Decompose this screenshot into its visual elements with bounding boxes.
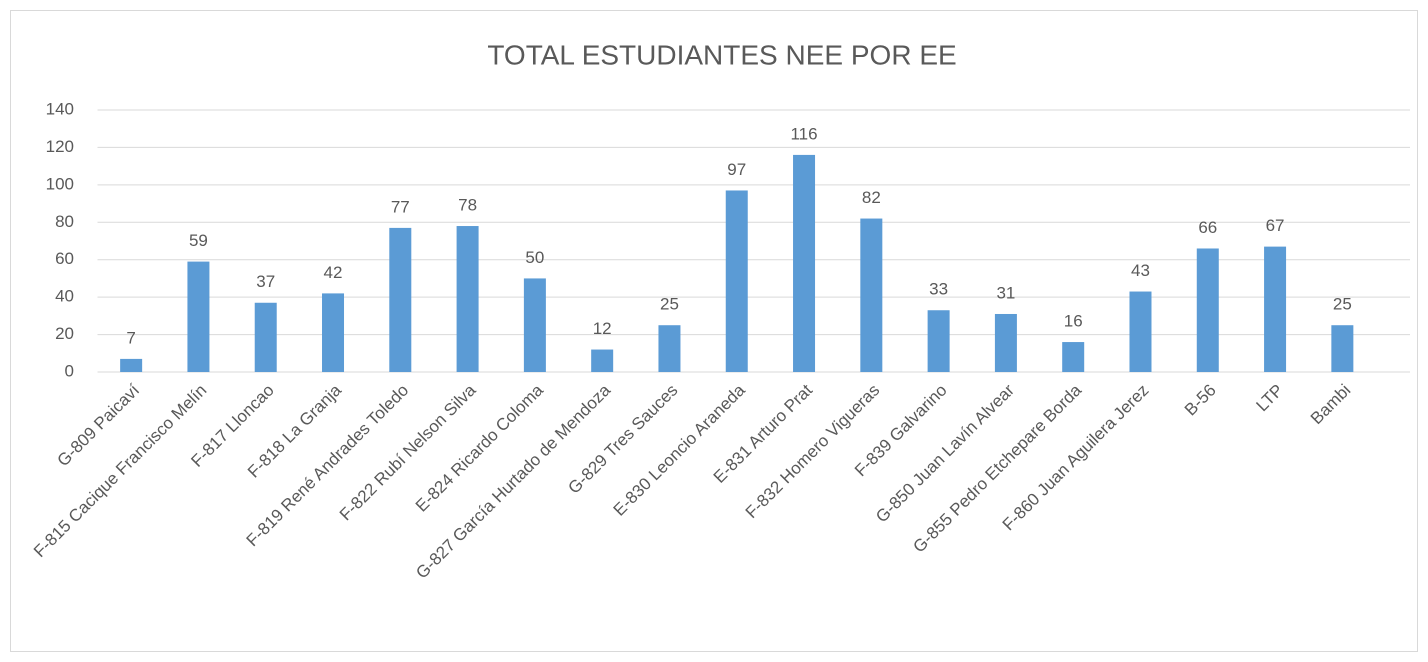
bar xyxy=(658,325,681,372)
bar xyxy=(860,218,883,372)
y-tick-label: 20 xyxy=(55,324,74,343)
value-label: 25 xyxy=(660,295,679,314)
y-tick-label: 60 xyxy=(55,249,74,268)
bar xyxy=(456,226,479,372)
bar xyxy=(254,302,277,372)
y-tick-label: 0 xyxy=(65,361,74,380)
bar xyxy=(1062,342,1085,372)
value-label: 31 xyxy=(996,283,1015,302)
value-label: 66 xyxy=(1198,218,1217,237)
bar xyxy=(523,278,546,372)
value-label: 82 xyxy=(862,188,881,207)
value-label: 42 xyxy=(324,263,343,282)
y-tick-label: 40 xyxy=(55,287,74,306)
value-label: 97 xyxy=(727,160,746,179)
value-label: 77 xyxy=(391,197,410,216)
y-tick-label: 120 xyxy=(46,137,74,156)
bar xyxy=(591,349,614,372)
bar xyxy=(1129,291,1152,372)
value-label: 12 xyxy=(593,319,612,338)
bar xyxy=(927,310,950,372)
bar xyxy=(1196,248,1219,372)
value-label: 78 xyxy=(458,196,477,215)
chart-title: TOTAL ESTUDIANTES NEE POR EE xyxy=(487,39,956,70)
value-label: 7 xyxy=(126,328,135,347)
bar xyxy=(187,261,210,372)
y-tick-label: 100 xyxy=(46,174,74,193)
bar xyxy=(1331,325,1354,372)
value-label: 50 xyxy=(525,248,544,267)
value-label: 67 xyxy=(1266,216,1285,235)
value-label: 16 xyxy=(1064,312,1083,331)
value-label: 116 xyxy=(790,124,817,143)
bar xyxy=(793,154,816,372)
value-label: 25 xyxy=(1333,295,1352,314)
value-label: 37 xyxy=(256,272,275,291)
value-label: 59 xyxy=(189,231,208,250)
y-tick-label: 140 xyxy=(46,99,74,118)
bar xyxy=(725,190,748,372)
bar xyxy=(389,227,412,372)
value-label: 43 xyxy=(1131,261,1150,280)
chart-frame xyxy=(10,10,1418,652)
bar xyxy=(1264,246,1287,372)
value-label: 33 xyxy=(929,280,948,299)
bar xyxy=(120,358,143,372)
bar xyxy=(322,293,345,372)
y-tick-label: 80 xyxy=(55,212,74,231)
bar xyxy=(994,313,1017,372)
